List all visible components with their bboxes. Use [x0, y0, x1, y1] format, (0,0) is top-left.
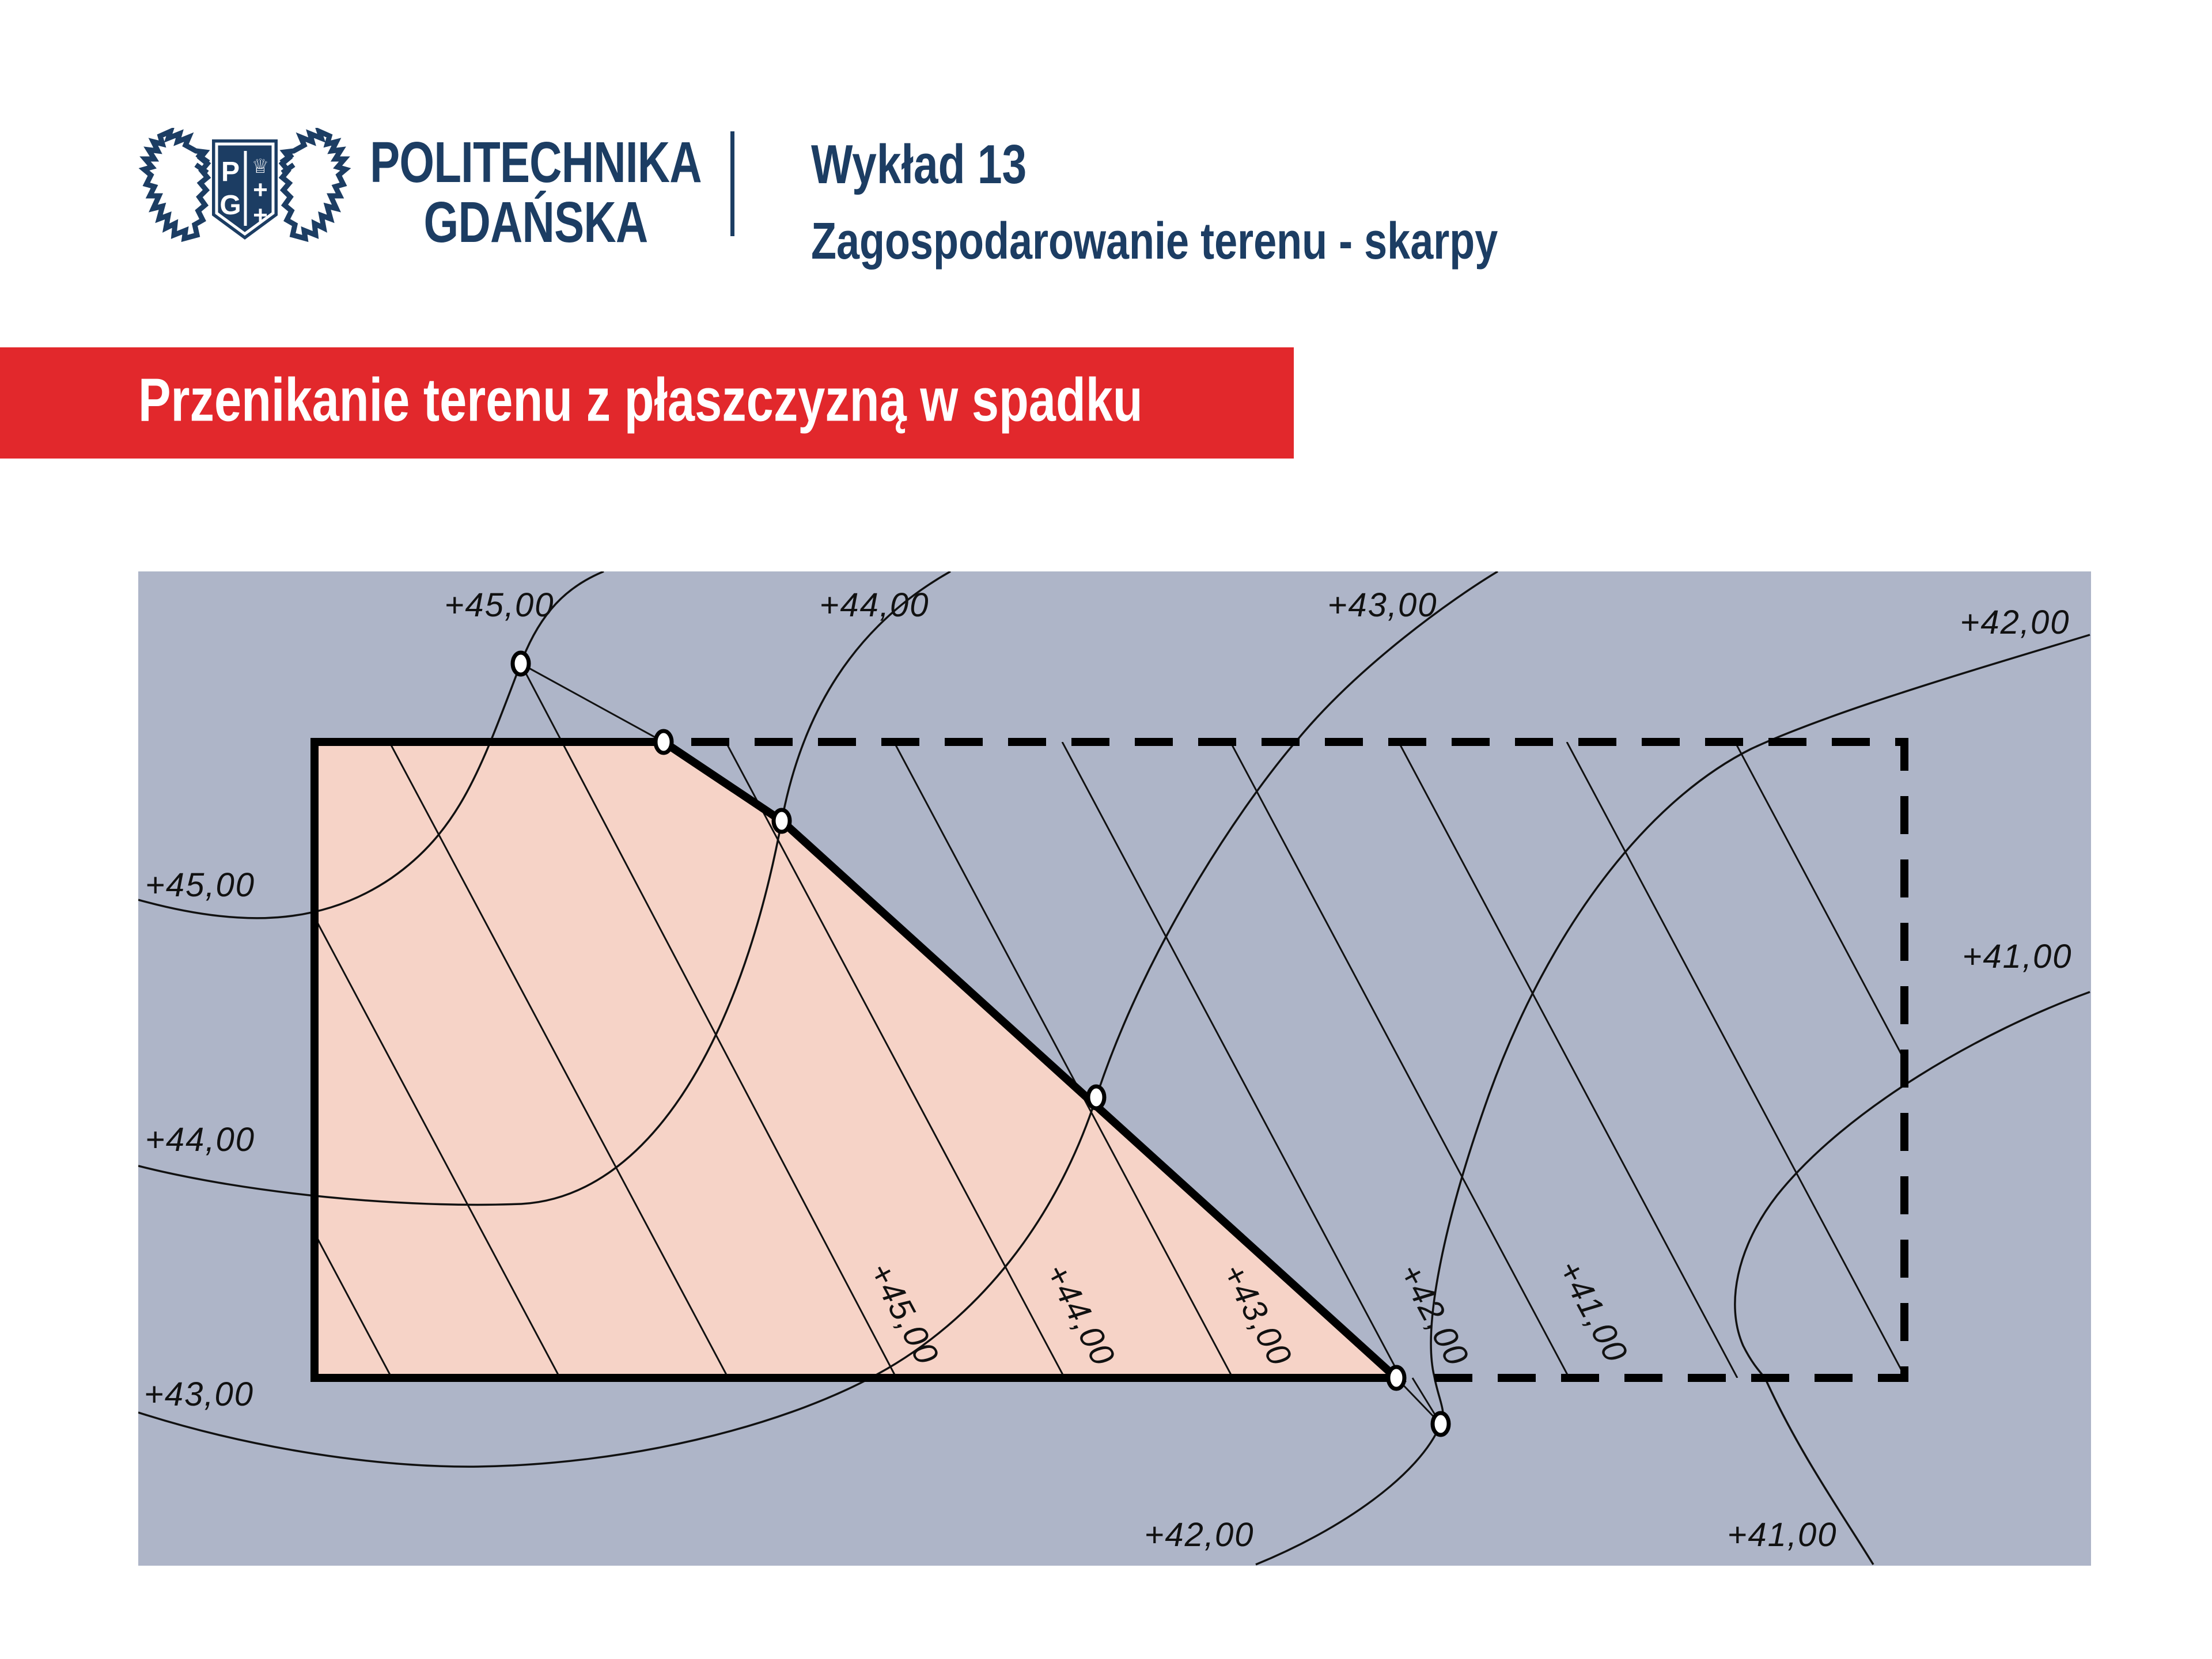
label-left-44: +44,00: [145, 1121, 255, 1158]
label-top-45: +45,00: [444, 586, 554, 624]
terrain-contour-41: [1734, 991, 2090, 1565]
plane-contour-lines: [315, 742, 1904, 1378]
label-left-45: +45,00: [145, 866, 255, 904]
logo-shield: P G ♕ + +: [212, 139, 278, 240]
slope-area: [315, 742, 1396, 1378]
logo-cross-upper-icon: +: [253, 176, 268, 204]
pg-logo: P G ♕ + +: [138, 128, 351, 243]
header-divider: [730, 131, 734, 236]
platform-dashed-outline: [691, 738, 1908, 1382]
lion-left-icon: [138, 128, 211, 243]
marker-42-terrain: [1430, 1411, 1451, 1437]
marker-42-corner: [1386, 1365, 1407, 1391]
lecture-block: Wykład 13 Zagospodarowanie terenu - skar…: [811, 134, 1669, 270]
label-top-42: +42,00: [1960, 604, 2070, 641]
marker-apex-45: [510, 650, 531, 677]
label-bottom-42: +42,00: [1144, 1516, 1254, 1554]
lecture-topic: Zagospodarowanie terenu - skarpy: [811, 213, 1498, 270]
lion-right-icon: [278, 128, 351, 243]
logo-monogram-g: G: [219, 190, 241, 221]
university-name-line2: GDAŃSKA: [423, 190, 649, 255]
terrain-contour-43: [138, 571, 1498, 1468]
label-left-43: +43,00: [144, 1376, 254, 1413]
terrain-contour-42: [1255, 634, 2090, 1566]
label-right-41: +41,00: [1962, 938, 2072, 975]
logo-monogram-p: P: [221, 157, 240, 187]
terrain-contour-45: [138, 571, 604, 919]
header: P G ♕ + + POLITECHNIKA GDAŃSKA Wykład 13…: [0, 0, 2212, 346]
lecture-number: Wykład 13: [811, 134, 1027, 195]
label-top-44: +44,00: [819, 586, 929, 624]
label-top-43: +43,00: [1327, 586, 1437, 624]
terrain-contour-curves: [138, 571, 2090, 1566]
terrain-contour-44: [138, 571, 951, 1206]
marker-43: [1086, 1084, 1107, 1111]
plane-contour-45-line: [520, 663, 897, 1378]
label-bottom-41: +41,00: [1727, 1516, 1837, 1554]
university-name-line1: POLITECHNIKA: [370, 130, 702, 195]
section-banner: Przenikanie terenu z płaszczyzną w spadk…: [0, 347, 1294, 459]
section-title: Przenikanie terenu z płaszczyzną w spadk…: [138, 366, 1143, 434]
marker-44: [771, 808, 792, 834]
university-name: POLITECHNIKA GDAŃSKA: [369, 132, 702, 252]
marker-edge-45: [653, 729, 674, 755]
intersection-markers: [510, 650, 1451, 1437]
logo-crown-icon: ♕: [252, 156, 269, 177]
terrain-contour-labels: +45,00 +44,00 +43,00 +42,00 +45,00 +44,0…: [144, 586, 2072, 1554]
logo-cross-lower-icon: +: [253, 201, 268, 229]
